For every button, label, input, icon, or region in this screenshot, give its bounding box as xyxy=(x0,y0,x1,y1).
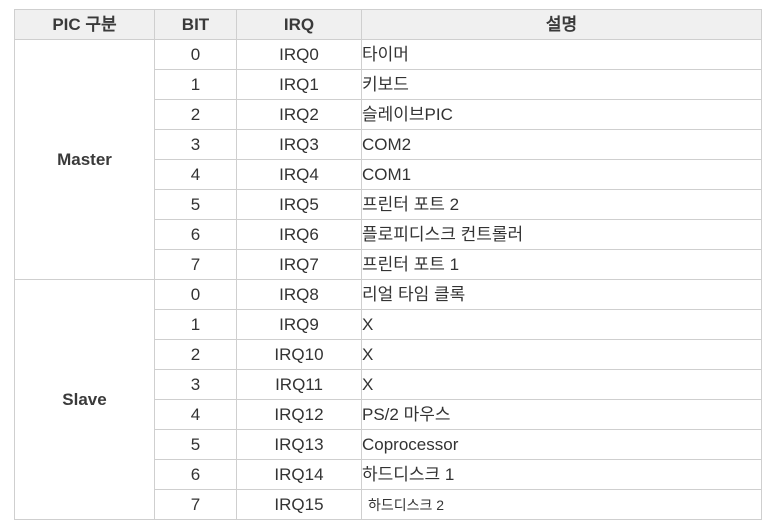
table-row: Slave 0 IRQ8 리얼 타임 클록 xyxy=(14,279,762,520)
description-cell: COM1 xyxy=(361,159,762,190)
irq-cell: IRQ13 xyxy=(236,429,362,460)
irq-cell: IRQ7 xyxy=(236,249,362,280)
table-row: Master 0 IRQ0 타이머 xyxy=(14,39,762,280)
table-row: 1 IRQ1 키보드 xyxy=(15,69,762,100)
table-row: 5 IRQ5 프린터 포트 2 xyxy=(15,189,762,220)
irq-cell: IRQ0 xyxy=(236,39,362,70)
group-master-label: Master xyxy=(14,39,155,280)
table-row: 1 IRQ9 X xyxy=(15,309,762,340)
table-row: 5 IRQ13 Coprocessor xyxy=(15,429,762,460)
irq-cell: IRQ2 xyxy=(236,99,362,130)
bit-cell: 4 xyxy=(154,159,237,190)
description-cell: 플로피디스크 컨트롤러 xyxy=(361,219,762,250)
bit-cell: 2 xyxy=(154,339,237,370)
bit-cell: 5 xyxy=(154,429,237,460)
header-bit: BIT xyxy=(154,9,237,40)
irq-cell: IRQ5 xyxy=(236,189,362,220)
bit-cell: 7 xyxy=(154,249,237,280)
description-cell: PS/2 마우스 xyxy=(361,399,762,430)
bit-cell: 2 xyxy=(154,99,237,130)
header-description: 설명 xyxy=(361,9,762,40)
bit-cell: 1 xyxy=(154,69,237,100)
bit-cell: 1 xyxy=(154,309,237,340)
description-cell: COM2 xyxy=(361,129,762,160)
description-cell: 키보드 xyxy=(361,69,762,100)
table-row: 7 IRQ7 프린터 포트 1 xyxy=(15,249,762,280)
description-cell: 하드디스크 1 xyxy=(361,459,762,490)
table-header: PIC 구분 BIT IRQ 설명 xyxy=(14,9,762,40)
table-row: 4 IRQ4 COM1 xyxy=(15,159,762,190)
description-cell: 슬레이브PIC xyxy=(361,99,762,130)
table-body: Master 0 IRQ0 타이머 1 IRQ1 키보드 2 IRQ2 슬레이브… xyxy=(14,39,762,520)
bit-cell: 7 xyxy=(154,489,237,520)
description-cell: X xyxy=(361,339,762,370)
description-cell: 리얼 타임 클록 xyxy=(361,279,762,310)
bit-cell: 0 xyxy=(154,39,237,70)
irq-cell: IRQ1 xyxy=(236,69,362,100)
irq-cell: IRQ14 xyxy=(236,459,362,490)
group-slave-label: Slave xyxy=(14,279,155,520)
description-cell: 프린터 포트 1 xyxy=(361,249,762,280)
description-cell: 하드디스크 2 xyxy=(361,489,762,520)
irq-cell: IRQ11 xyxy=(236,369,362,400)
table-row: 6 IRQ14 하드디스크 1 xyxy=(15,459,762,490)
header-irq: IRQ xyxy=(236,9,362,40)
irq-cell: IRQ8 xyxy=(236,279,362,310)
irq-cell: IRQ4 xyxy=(236,159,362,190)
irq-table: PIC 구분 BIT IRQ 설명 Master 0 IRQ0 타이머 1 IR… xyxy=(14,9,762,520)
description-cell: 프린터 포트 2 xyxy=(361,189,762,220)
description-cell: Coprocessor xyxy=(361,429,762,460)
table-row: 3 IRQ11 X xyxy=(15,369,762,400)
bit-cell: 3 xyxy=(154,369,237,400)
irq-cell: IRQ3 xyxy=(236,129,362,160)
irq-cell: IRQ15 xyxy=(236,489,362,520)
header-row: PIC 구분 BIT IRQ 설명 xyxy=(14,9,762,40)
irq-cell: IRQ6 xyxy=(236,219,362,250)
description-cell: X xyxy=(361,369,762,400)
irq-cell: IRQ9 xyxy=(236,309,362,340)
table-row: 7 IRQ15 하드디스크 2 xyxy=(15,489,762,520)
bit-cell: 6 xyxy=(154,219,237,250)
bit-cell: 5 xyxy=(154,189,237,220)
bit-cell: 3 xyxy=(154,129,237,160)
irq-cell: IRQ12 xyxy=(236,399,362,430)
bit-cell: 0 xyxy=(154,279,237,310)
description-cell: 타이머 xyxy=(361,39,762,70)
description-cell: X xyxy=(361,309,762,340)
irq-cell: IRQ10 xyxy=(236,339,362,370)
header-pic-group: PIC 구분 xyxy=(14,9,155,40)
bit-cell: 6 xyxy=(154,459,237,490)
bit-cell: 4 xyxy=(154,399,237,430)
table-row: 2 IRQ2 슬레이브PIC xyxy=(15,99,762,130)
